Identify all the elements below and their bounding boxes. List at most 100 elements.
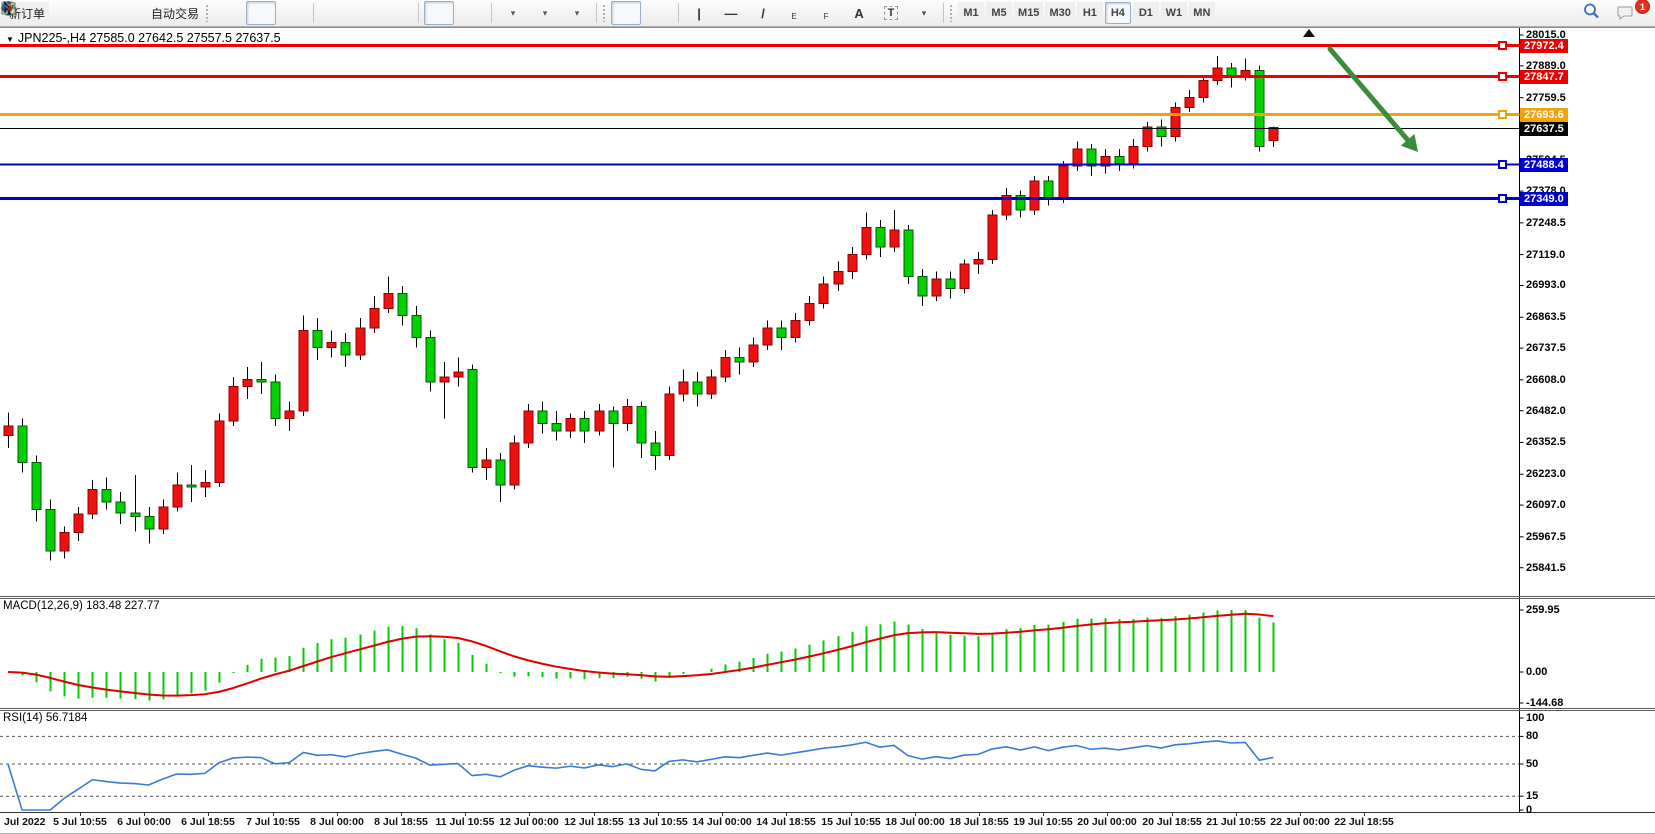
timeframe-h1-button[interactable]: H1 — [1076, 2, 1103, 24]
candle-body — [228, 386, 239, 422]
search-button[interactable] — [1583, 2, 1613, 26]
symbol-dropdown-icon[interactable]: ▼ — [6, 35, 14, 44]
candle-body — [270, 381, 281, 420]
candle-body — [1086, 148, 1097, 167]
candle-body — [467, 369, 478, 469]
trend-arrow[interactable] — [1327, 46, 1415, 148]
candle-body — [1226, 67, 1237, 76]
candle-body — [45, 508, 56, 552]
candle-body — [509, 442, 520, 486]
candle-body — [17, 425, 28, 464]
trendline-button[interactable]: / — [761, 5, 765, 21]
candle-body — [523, 410, 534, 444]
arrows-caret-icon: ▾ — [921, 7, 927, 18]
channel-letter: E — [791, 11, 797, 21]
candle-body — [1015, 195, 1026, 211]
toolbar-grip — [949, 4, 955, 22]
arrows-icon — [1, 3, 13, 12]
price-tick-label: 26737.5 — [1526, 342, 1566, 355]
price-tick-label: 26482.0 — [1526, 404, 1566, 417]
rsi-axis-label: 100 — [1526, 712, 1545, 724]
candle-body — [1043, 180, 1054, 199]
candle-body — [214, 420, 225, 483]
timeframe-group: M1 M5 M15 M30 H1 H4 D1 W1 MN — [957, 2, 1216, 24]
chat-bubble-icon — [1617, 6, 1633, 20]
timeframe-w1-button[interactable]: W1 — [1160, 2, 1187, 24]
text-label-icon: T — [883, 6, 899, 20]
candle-body — [59, 532, 70, 552]
chart-shift-marker[interactable] — [1303, 29, 1315, 37]
time-axis-label: 5 Jul 10:55 — [53, 816, 107, 828]
timeframe-m15-button[interactable]: M15 — [1014, 2, 1044, 24]
candle-body — [1114, 155, 1125, 165]
arrows-button[interactable]: ▾ — [1, 1, 938, 25]
candle-body — [790, 320, 801, 339]
candle-body — [1170, 106, 1181, 138]
candle-body — [537, 410, 548, 424]
level-marker[interactable] — [1498, 160, 1507, 169]
candle-body — [1072, 148, 1083, 167]
text-label-button[interactable]: T — [876, 1, 906, 25]
candle-body — [917, 275, 928, 297]
toolbar-grip — [602, 4, 608, 22]
autotrading-label: 自动交易 — [151, 6, 200, 21]
timeframe-h4-button[interactable]: H4 — [1104, 2, 1131, 24]
candle-body — [115, 501, 126, 514]
timeframe-m5-button[interactable]: M5 — [986, 2, 1013, 24]
candle-body — [1156, 126, 1167, 138]
candle-body — [256, 378, 267, 383]
timeframe-mn-button[interactable]: MN — [1188, 2, 1215, 24]
toolbar: 新订单 — [0, 0, 1655, 27]
toolbar-separator — [491, 3, 493, 23]
timeframe-m30-button[interactable]: M30 — [1045, 2, 1075, 24]
price-tick-label: 26993.0 — [1526, 279, 1566, 292]
candle-body — [847, 253, 858, 273]
search-icon — [1584, 3, 1599, 19]
candle-body — [1268, 127, 1279, 141]
price-tick-label: 26608.0 — [1526, 373, 1566, 386]
candle-body — [720, 356, 731, 378]
vertical-line-button[interactable]: | — [697, 5, 701, 21]
candle-body — [636, 405, 647, 444]
timeframe-d1-button[interactable]: D1 — [1132, 2, 1159, 24]
macd-axis-label: 0.00 — [1526, 666, 1548, 678]
candle-body — [87, 489, 98, 515]
price-tick-label: 27889.0 — [1526, 59, 1566, 72]
candle-body — [650, 442, 661, 456]
candle-body — [101, 489, 112, 503]
chart-title[interactable]: ▼ JPN225-,H4 27585.0 27642.5 27557.5 2763… — [6, 31, 281, 45]
candle-body — [861, 226, 872, 255]
trend-arrow-head[interactable] — [1400, 133, 1418, 152]
candle-body — [818, 283, 829, 304]
price-tick-label: 25841.5 — [1526, 561, 1566, 574]
periods-caret-icon: ▾ — [542, 7, 548, 18]
macd-label: MACD(12,26,9) 183.48 227.77 — [3, 600, 160, 612]
candle-body — [959, 263, 970, 290]
candle-body — [340, 342, 351, 356]
candle-body — [692, 381, 703, 395]
macd-axis-label: 259.95 — [1526, 604, 1560, 616]
horizontal-line-button[interactable]: — — [724, 5, 738, 21]
time-axis-label: 21 Jul 10:55 — [1206, 816, 1266, 828]
candle-body — [130, 512, 141, 518]
candle-body — [973, 258, 984, 265]
level-marker[interactable] — [1498, 194, 1507, 203]
level-marker[interactable] — [1498, 72, 1507, 81]
candle-body — [369, 307, 380, 329]
price-tag: 27847.7 — [1520, 69, 1568, 84]
candle-body — [1142, 126, 1153, 148]
text-button[interactable]: A — [854, 5, 864, 21]
notifications-button[interactable]: 1 — [1615, 0, 1650, 26]
price-tag: 27488.4 — [1520, 157, 1568, 172]
price-tick-label: 27119.0 — [1526, 248, 1566, 261]
level-marker[interactable] — [1498, 41, 1507, 50]
price-tick-label: 26223.0 — [1526, 468, 1566, 481]
time-axis-label: 12 Jul 18:55 — [564, 816, 624, 828]
timeframe-m1-button[interactable]: M1 — [958, 2, 985, 24]
level-marker[interactable] — [1498, 110, 1507, 119]
candle-body — [73, 513, 84, 534]
rsi-line — [7, 740, 1274, 811]
price-tick-label: 27248.5 — [1526, 216, 1566, 229]
